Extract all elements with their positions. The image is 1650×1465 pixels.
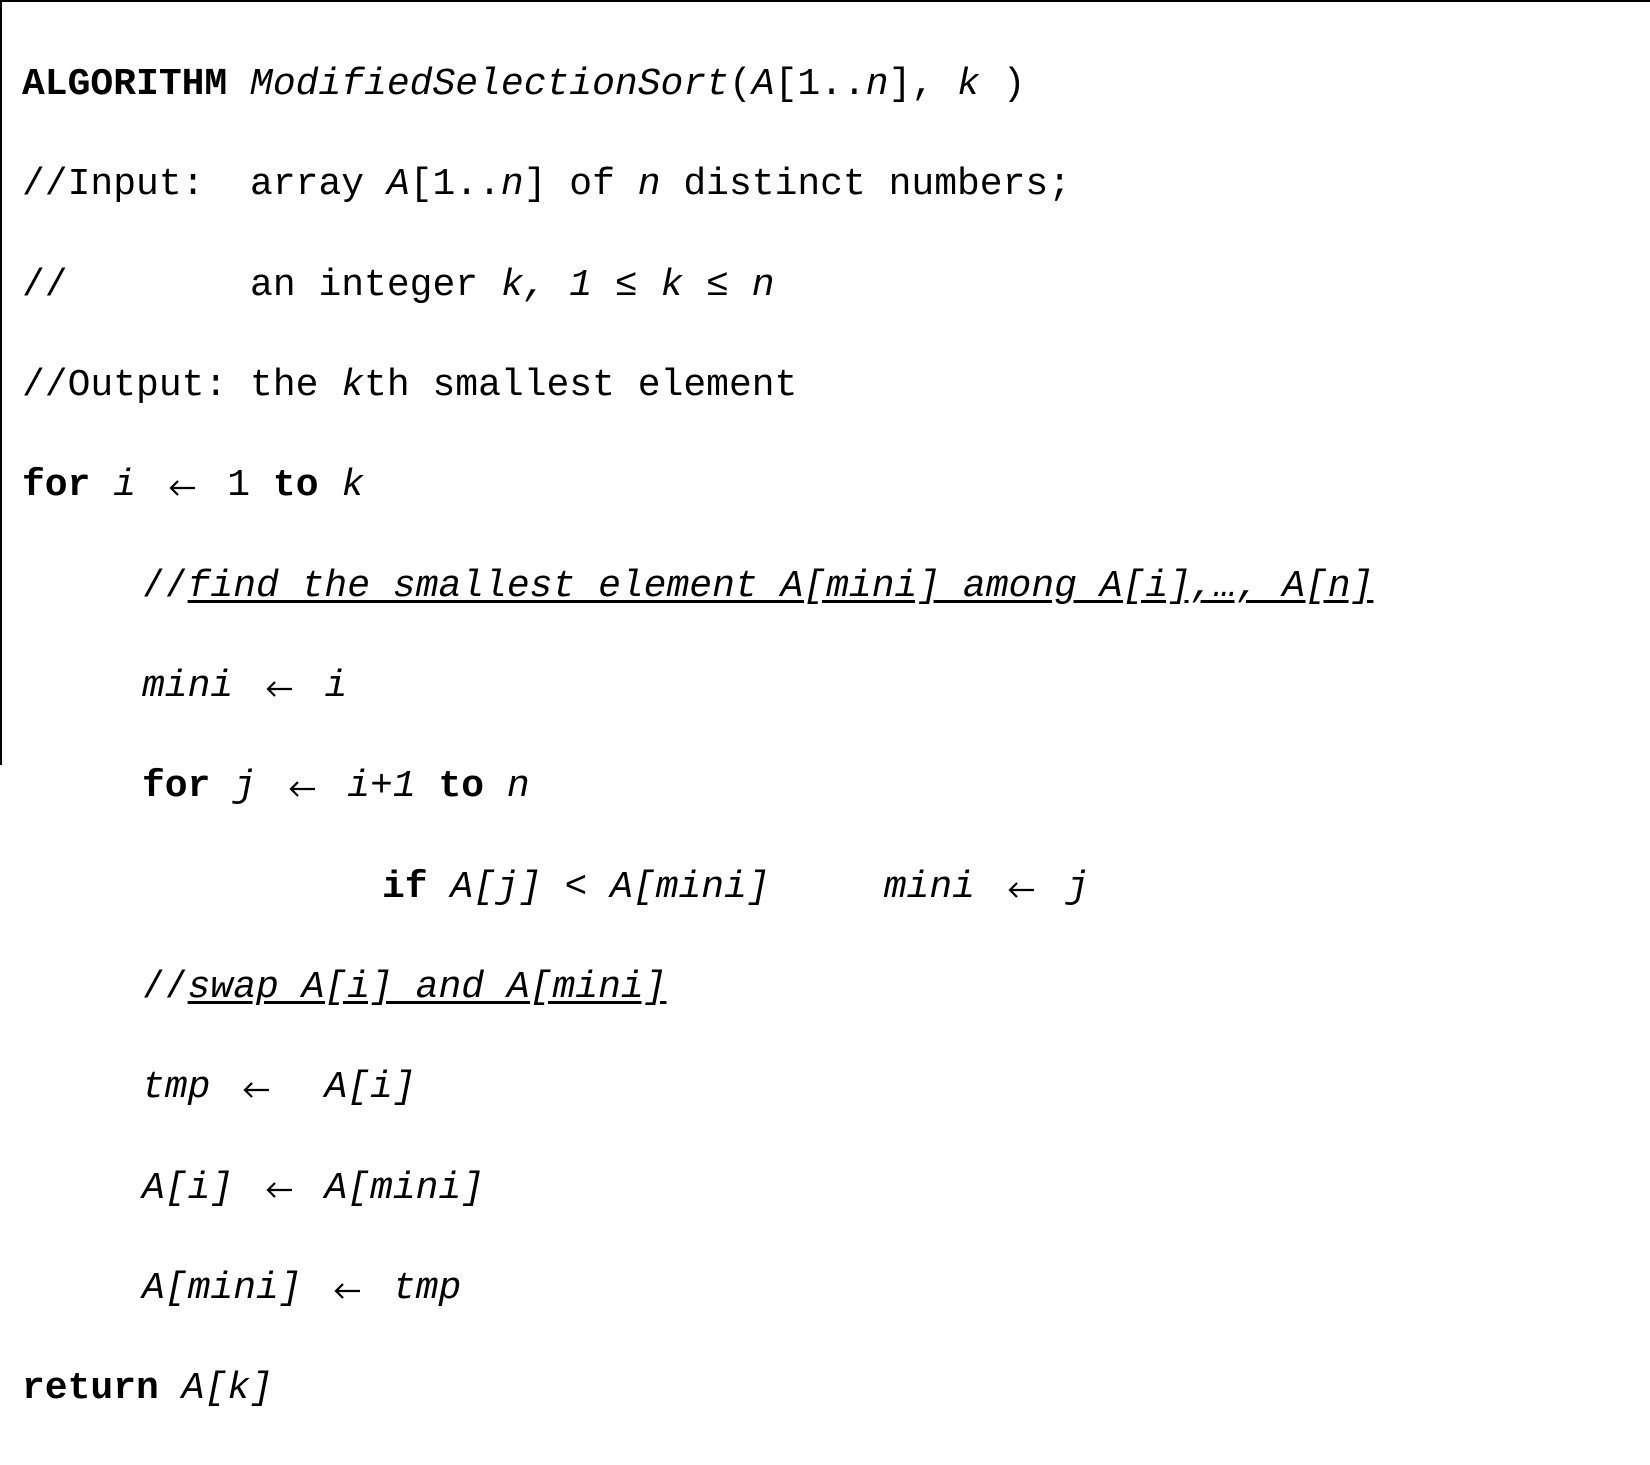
stmt-swap-1: tmp A[i]: [22, 1063, 1636, 1113]
comment-input-2: // an integer k, 1 ≤ k ≤ n: [22, 261, 1636, 311]
stmt-swap-3: A[mini] tmp: [22, 1264, 1636, 1314]
left-arrow-icon: [324, 1264, 370, 1314]
algorithm-pseudocode: ALGORITHM ModifiedSelectionSort(A[1..n],…: [0, 0, 1650, 765]
left-arrow-icon: [159, 461, 205, 511]
stmt-return: return A[k]: [22, 1364, 1636, 1414]
for-outer: for i 1 to k: [22, 461, 1636, 511]
left-arrow-icon: [233, 1063, 279, 1113]
left-arrow-icon: [256, 662, 302, 712]
comment-swap: //swap A[i] and A[mini]: [22, 963, 1636, 1013]
stmt-swap-2: A[i] A[mini]: [22, 1164, 1636, 1214]
algorithm-name: ModifiedSelectionSort: [250, 63, 729, 106]
comment-output: //Output: the kth smallest element: [22, 361, 1636, 411]
left-arrow-icon: [256, 1164, 302, 1214]
for-inner: for j i+1 to n: [22, 762, 1636, 812]
comment-find: //find the smallest element A[mini] amon…: [22, 562, 1636, 612]
algorithm-header: ALGORITHM ModifiedSelectionSort(A[1..n],…: [22, 60, 1636, 110]
left-arrow-icon: [998, 863, 1044, 913]
kw-algorithm: ALGORITHM: [22, 63, 227, 106]
stmt-if: if A[j] < A[mini] mini j: [22, 863, 1636, 913]
stmt-mini-init: mini i: [22, 662, 1636, 712]
comment-input-1: //Input: array A[1..n] of n distinct num…: [22, 160, 1636, 210]
left-arrow-icon: [279, 762, 325, 812]
